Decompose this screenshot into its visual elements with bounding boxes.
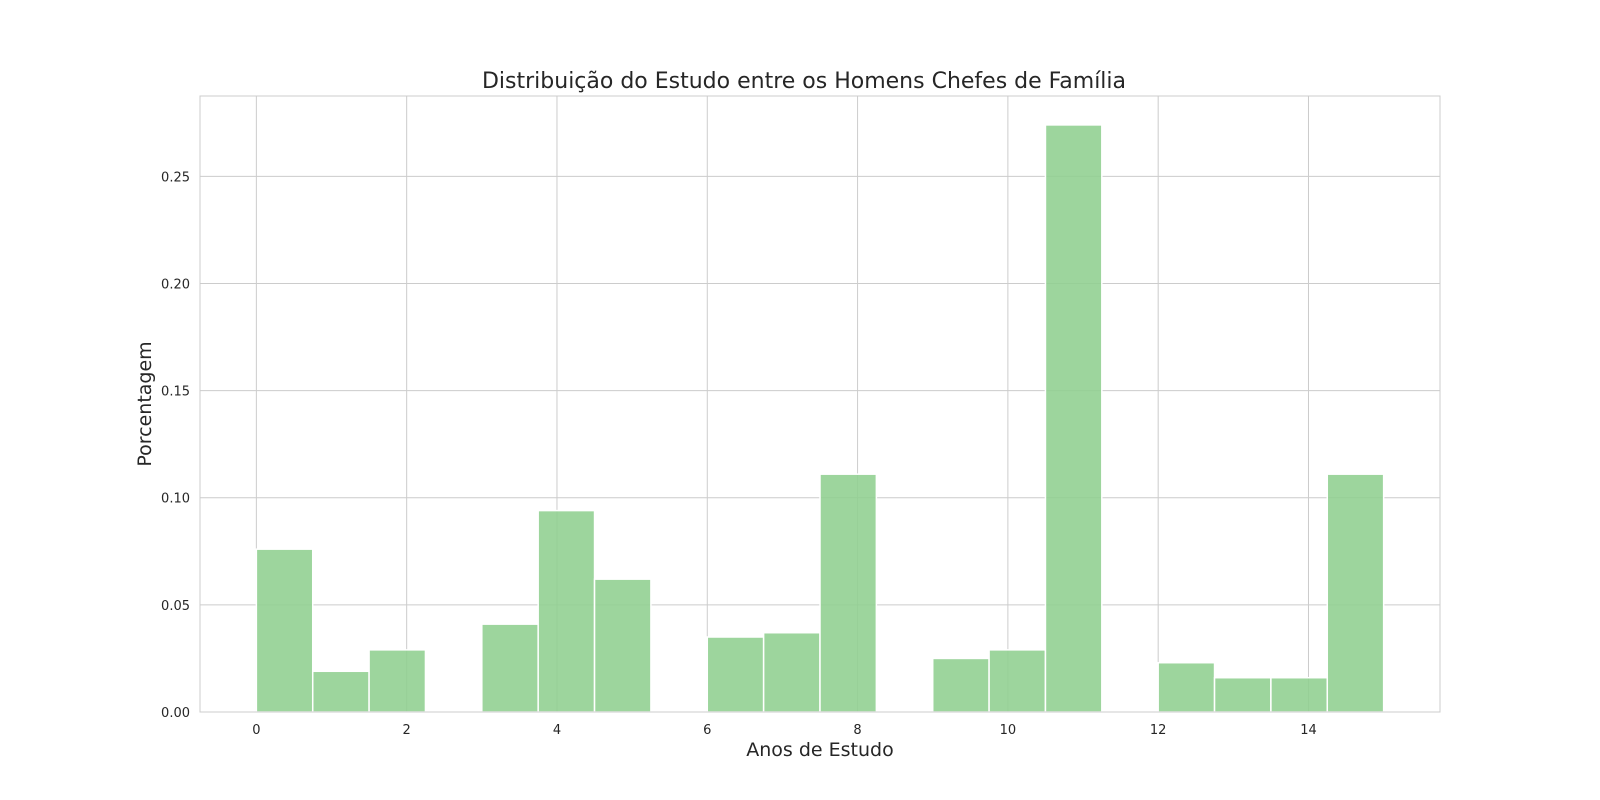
x-tick-label: 8 [853,723,861,738]
plot-frame [199,95,1441,713]
y-axis-label: Porcentagem [134,341,156,466]
y-tick-label: 0.20 [161,277,190,292]
chart-title: Distribuição do Estudo entre os Homens C… [482,69,1126,94]
y-tick-label: 0.15 [161,385,190,400]
y-tick-label: 0.00 [161,706,190,721]
histogram-bar [706,636,765,713]
bars [255,124,1385,713]
y-tick-label: 0.25 [161,170,190,185]
histogram-bar [368,649,427,713]
histogram-bar [1326,473,1385,713]
x-axis-ticks: 0 2 4 6 8 10 12 14 [252,723,1317,738]
histogram-bar [255,548,314,713]
y-tick-label: 0.05 [161,599,190,614]
x-axis-label: Anos de Estudo [746,739,893,761]
x-tick-label: 14 [1300,723,1317,738]
x-tick-label: 2 [403,723,411,738]
x-tick-label: 0 [252,723,260,738]
histogram-bar [988,649,1047,713]
histogram-bar [1157,661,1216,713]
histogram-bar [311,670,370,713]
histogram-bar [1213,676,1272,713]
x-tick-label: 10 [1000,723,1017,738]
histogram-bar [762,631,821,713]
histogram-bar [537,509,596,713]
histogram-bar [819,473,878,713]
histogram-bar [1044,124,1103,713]
histogram-bar [1270,676,1329,713]
histogram-bar [931,657,990,713]
histogram-bar [481,623,539,713]
y-axis-ticks: 0.00 0.05 0.10 0.15 0.20 0.25 [161,170,190,721]
histogram-bar [593,578,652,713]
x-tick-label: 6 [703,723,711,738]
y-tick-label: 0.10 [161,492,190,507]
x-tick-label: 4 [553,723,561,738]
x-tick-label: 12 [1150,723,1167,738]
